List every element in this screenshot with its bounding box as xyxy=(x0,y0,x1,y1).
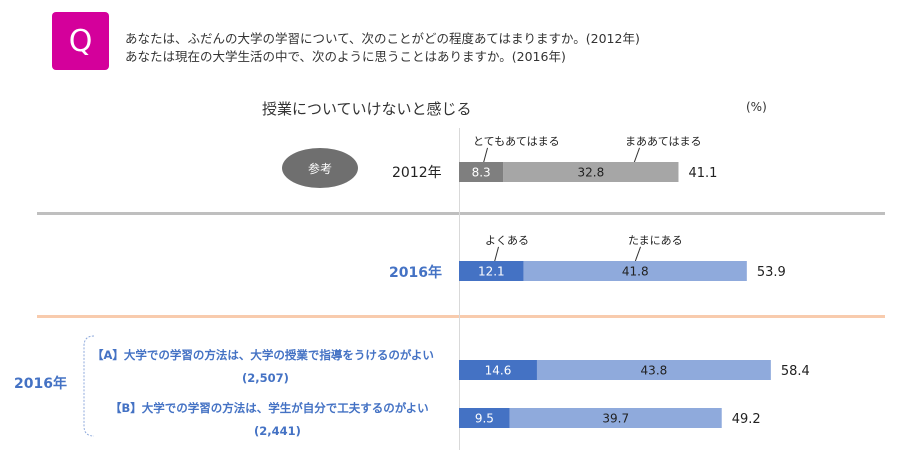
bar-value-label: 8.3 xyxy=(472,166,491,180)
bar-segment xyxy=(523,261,747,281)
reference-badge: 参考 xyxy=(282,148,358,188)
bar-segment xyxy=(459,261,524,281)
bar-segment xyxy=(509,408,722,428)
row-count-a: (2,507) xyxy=(242,371,289,385)
chart-title: 授業についていけないと感じる xyxy=(262,100,472,118)
bar-value-label: 14.6 xyxy=(485,364,512,378)
bar-segment xyxy=(459,408,510,428)
bar-segment xyxy=(503,162,679,182)
row-label-2012: 2012年 xyxy=(392,165,442,181)
row-label-b: 【B】大学での学習の方法は、学生が自分で工夫するのがよい xyxy=(110,401,429,415)
row-label-2016: 2016年 xyxy=(389,265,442,281)
bar-value-label: 39.7 xyxy=(602,412,629,426)
bar-total-label: 58.4 xyxy=(781,364,810,379)
bar-segment xyxy=(459,162,504,182)
row-count-b: (2,441) xyxy=(254,424,301,438)
question-text-2012: あなたは、ふだんの大学の学習について、次のことがどの程度あてはまりますか。(20… xyxy=(125,31,640,46)
bar-value-label: 32.8 xyxy=(578,166,605,180)
bar-total-label: 41.1 xyxy=(688,166,717,181)
callout-often: よくある xyxy=(485,234,529,247)
bar-value-label: 12.1 xyxy=(478,265,505,279)
callout-very-true: とてもあてはまる xyxy=(473,135,560,148)
separator-peach xyxy=(37,315,885,318)
callout-somewhat-true: まああてはまる xyxy=(625,135,702,148)
axis-zero-line xyxy=(459,128,460,450)
bar-total-label: 49.2 xyxy=(732,412,761,427)
row-label-a: 【A】大学での学習の方法は、大学の授業で指導をうけるのがよい xyxy=(92,348,434,362)
group-bracket xyxy=(83,335,95,437)
separator-gray xyxy=(37,212,885,215)
bar-total-label: 53.9 xyxy=(757,265,786,280)
callout-sometimes: たまにある xyxy=(628,234,683,247)
question-text-2016: あなたは現在の大学生活の中で、次のように思うことはありますか。(2016年) xyxy=(125,49,566,64)
unit-label: (%) xyxy=(746,100,767,114)
group-label-2016: 2016年 xyxy=(14,376,67,392)
bar-segment xyxy=(459,360,537,380)
bar-value-label: 9.5 xyxy=(475,412,494,426)
bar-value-label: 41.8 xyxy=(622,265,649,279)
question-badge: Q xyxy=(52,12,109,70)
bar-segment xyxy=(536,360,771,380)
bar-value-label: 43.8 xyxy=(641,364,668,378)
